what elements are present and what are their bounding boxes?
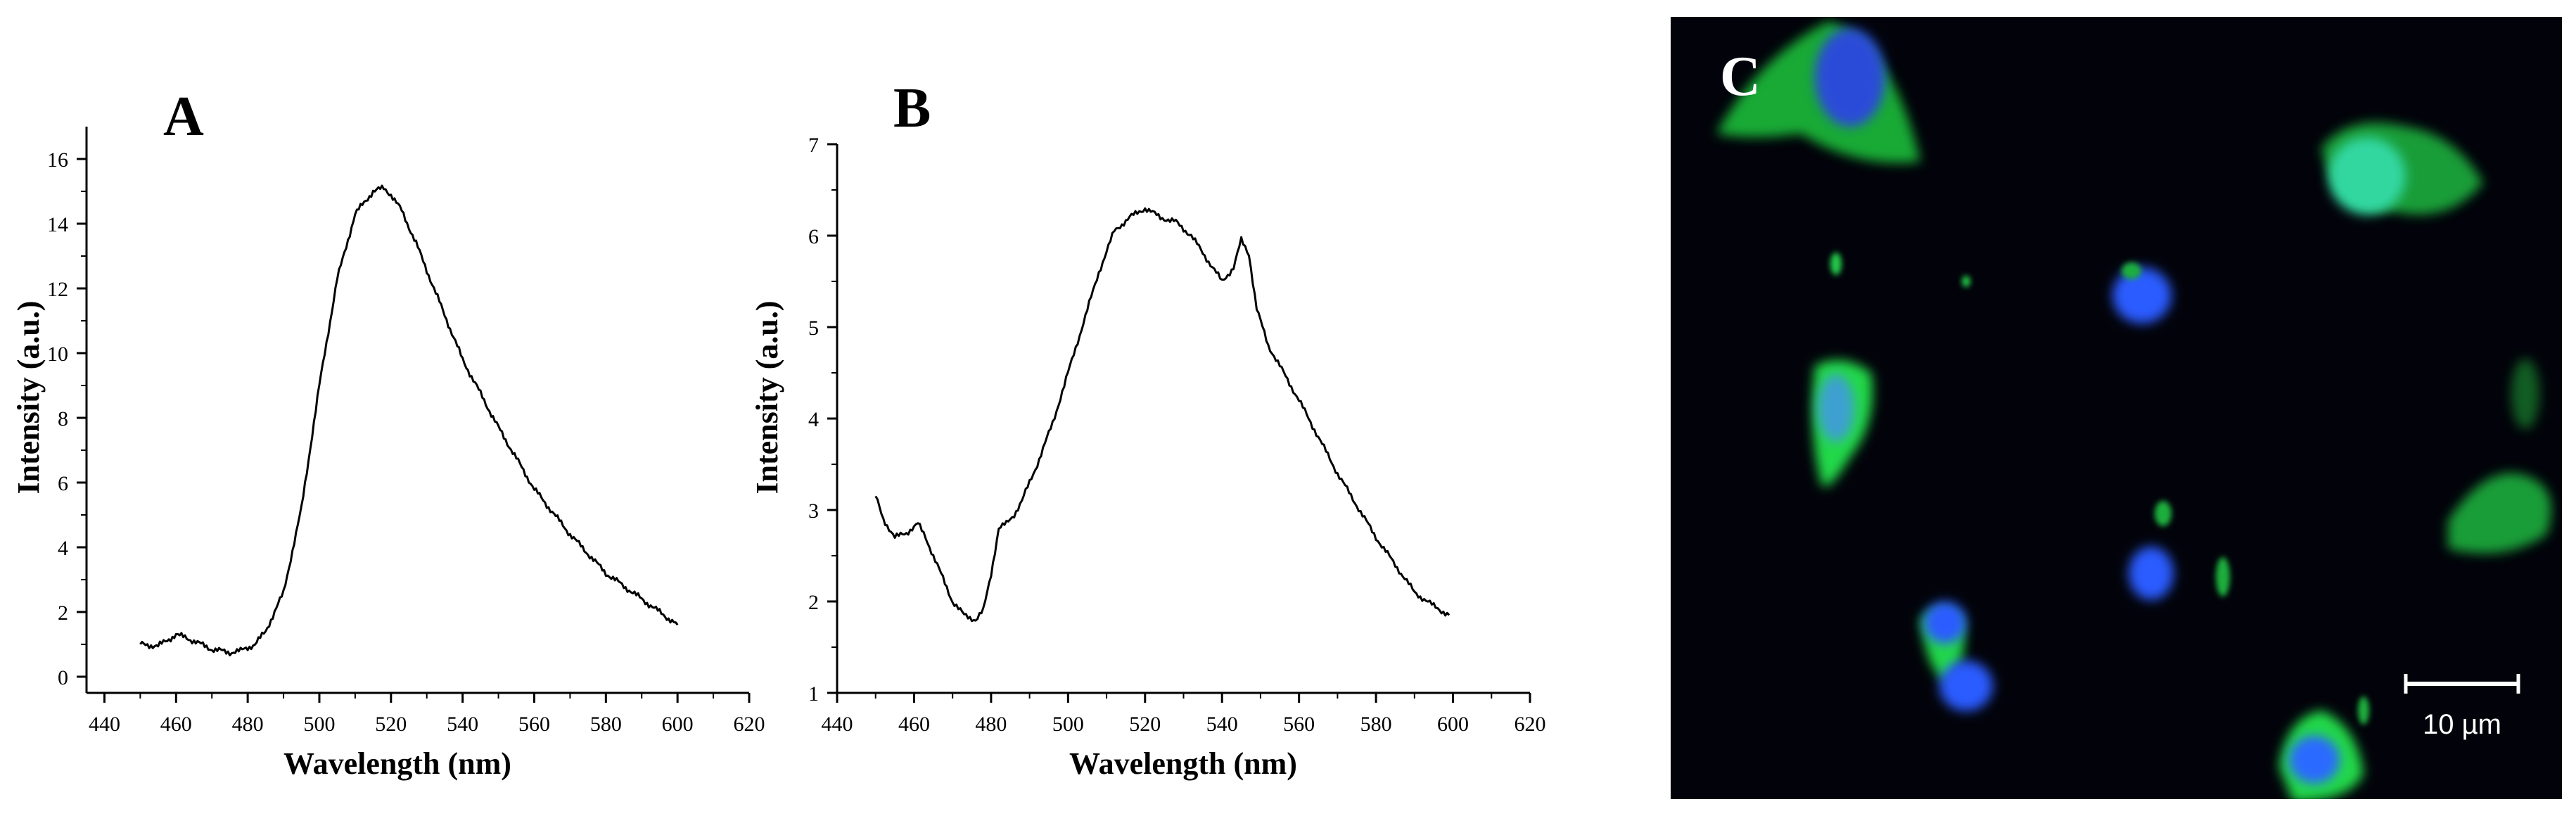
panel-b-x-tick-label: 480 bbox=[975, 713, 1007, 736]
cell bbox=[2279, 710, 2364, 799]
panel-a-y-tick-label: 12 bbox=[47, 278, 68, 301]
panel-c-micrograph: C 10 µm bbox=[1671, 17, 2562, 799]
speck bbox=[2216, 557, 2230, 597]
panel-a-y-tick-label: 16 bbox=[47, 148, 68, 172]
micrograph-cells bbox=[1716, 21, 2551, 799]
panel-b-x-tick-label: 540 bbox=[1206, 713, 1238, 736]
panel-a-y-tick-label: 14 bbox=[47, 213, 68, 236]
panel-b-y-tick-label: 7 bbox=[808, 134, 819, 157]
panel-b-x-tick-label: 440 bbox=[822, 713, 853, 736]
panel-a-x-tick-label: 540 bbox=[447, 713, 478, 736]
panel-a-x-tick-label: 580 bbox=[590, 713, 622, 736]
panel-a-x-tick-label: 520 bbox=[375, 713, 407, 736]
panel-b-x-tick-label: 600 bbox=[1437, 713, 1469, 736]
speck bbox=[1962, 276, 1970, 287]
panel-b-y-axis-title: Intensity (a.u.) bbox=[750, 300, 784, 494]
panel-b-marks: 440 460 480 500 520 540 560 580 600 620 1 2 3 4 5 6 7 bbox=[808, 134, 1546, 736]
panel-a-y-tick-label: 4 bbox=[58, 537, 68, 560]
panel-a-y-axis-title: Intensity (a.u.) bbox=[11, 300, 46, 494]
panel-a-x-tick-label: 460 bbox=[160, 713, 192, 736]
panel-a-y-tick-label: 6 bbox=[58, 472, 68, 495]
panel-a-x-tick-label: 600 bbox=[662, 713, 694, 736]
panel-a-x-tick-label: 560 bbox=[518, 713, 550, 736]
cell bbox=[1716, 21, 1920, 163]
cell bbox=[2321, 122, 2483, 215]
panel-a-x-tick-label: 500 bbox=[303, 713, 335, 736]
panel-b-y-tick-label: 1 bbox=[808, 682, 819, 706]
panel-a-series-line bbox=[139, 184, 679, 657]
panel-b-x-tick-label: 460 bbox=[898, 713, 930, 736]
panel-b-y-tick-label: 3 bbox=[808, 499, 819, 523]
panel-a-x-tick-label: 480 bbox=[232, 713, 264, 736]
panel-a-marks: 440 460 480 500 520 540 560 580 600 620 0 2 4 6 8 10 12 1… bbox=[47, 127, 765, 736]
speck bbox=[2358, 696, 2369, 725]
panel-a-x-tick-label: 620 bbox=[734, 713, 765, 736]
panel-a-chart: A 440 460 480 500 520 540 560 580 600 620 0 2 4 6 8 10 1… bbox=[11, 86, 765, 781]
panel-b-series-line bbox=[874, 207, 1450, 623]
scale-bar: 10 µm bbox=[2404, 674, 2520, 740]
panel-a-y-tick-label: 0 bbox=[58, 666, 68, 689]
panel-b-x-tick-label: 560 bbox=[1283, 713, 1315, 736]
panel-c-letter: C bbox=[1720, 46, 1761, 108]
panel-a-x-axis-title: Wavelength (nm) bbox=[283, 746, 511, 781]
panel-b-x-tick-label: 580 bbox=[1360, 713, 1392, 736]
speck bbox=[1830, 253, 1842, 275]
panel-b-y-tick-label: 6 bbox=[808, 225, 819, 248]
panel-b-letter: B bbox=[893, 77, 931, 139]
panel-b-x-tick-label: 520 bbox=[1129, 713, 1161, 736]
panel-a-x-tick-label: 440 bbox=[89, 713, 120, 736]
panel-b-x-axis-title: Wavelength (nm) bbox=[1069, 746, 1297, 781]
panel-a-y-tick-label: 8 bbox=[58, 407, 68, 431]
cell bbox=[1920, 601, 1993, 711]
panel-a-y-tick-label: 10 bbox=[47, 343, 68, 366]
panel-b-chart: B 440 460 480 500 520 540 560 580 600 6201234567 … bbox=[750, 77, 1546, 781]
panel-b-x-tick-label: 620 bbox=[1515, 713, 1546, 736]
scale-bar-label: 10 µm bbox=[2423, 709, 2501, 740]
cell bbox=[1812, 360, 1873, 487]
panel-b-x-tick-label: 500 bbox=[1052, 713, 1084, 736]
panel-a-y-tick-label: 2 bbox=[58, 601, 68, 625]
panel-b-y-tick-label: 5 bbox=[808, 317, 819, 340]
panel-b-y-tick-label: 4 bbox=[808, 408, 819, 431]
panel-a-letter: A bbox=[163, 86, 204, 148]
cell bbox=[2112, 262, 2172, 324]
cell bbox=[2448, 359, 2551, 554]
cell bbox=[2129, 501, 2174, 600]
panel-b-y-tick-label: 2 bbox=[808, 591, 819, 614]
